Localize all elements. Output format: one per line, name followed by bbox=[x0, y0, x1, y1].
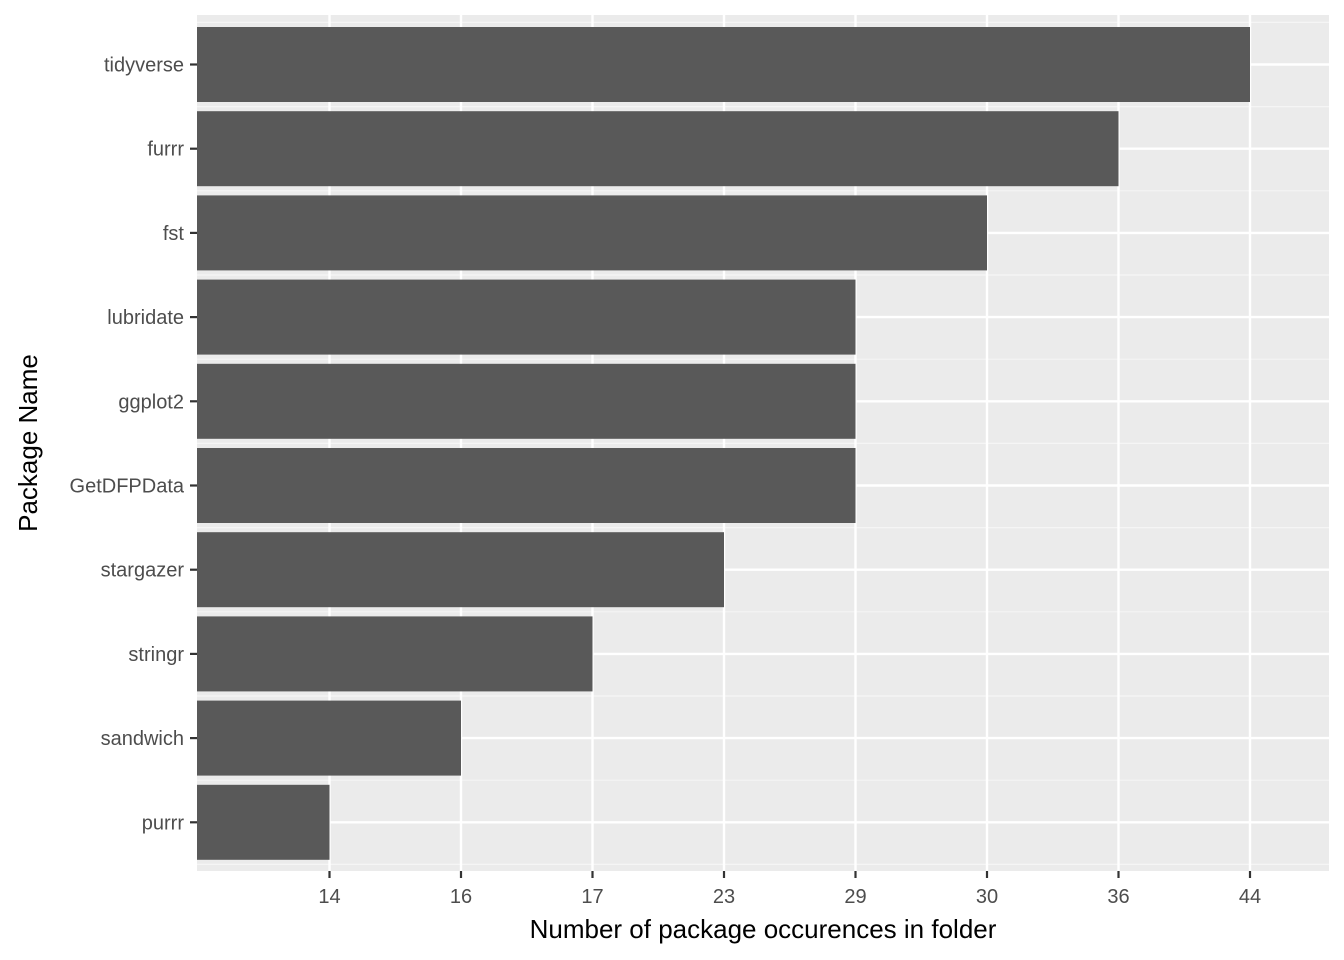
y-axis-title: Package Name bbox=[13, 354, 43, 532]
x-tick-label: 17 bbox=[581, 886, 603, 908]
bar-GetDFPData bbox=[197, 448, 856, 523]
x-tick-label: 29 bbox=[844, 886, 866, 908]
y-tick-label: stringr bbox=[128, 644, 184, 666]
y-axis: tidyverse furrr fst lubridate ggplot2 GetDFPD… bbox=[70, 55, 197, 834]
bar-stargazer bbox=[197, 532, 724, 608]
x-tick-label: 16 bbox=[450, 886, 472, 908]
x-tick-label: 14 bbox=[318, 886, 340, 908]
x-tick-label: 30 bbox=[976, 886, 998, 908]
y-tick-label: furrr bbox=[147, 139, 184, 161]
x-tick-label: 36 bbox=[1107, 886, 1129, 908]
bar-purrr bbox=[197, 784, 330, 860]
y-tick-label: GetDFPData bbox=[70, 476, 185, 498]
bar-furrr bbox=[197, 111, 1119, 187]
y-tick-label: stargazer bbox=[101, 560, 185, 582]
bars bbox=[197, 27, 1250, 860]
bar-ggplot2 bbox=[197, 363, 856, 439]
x-tick-label: 44 bbox=[1239, 886, 1261, 908]
y-tick-label: ggplot2 bbox=[118, 391, 184, 413]
x-axis-title: Number of package occurences in folder bbox=[530, 914, 997, 944]
x-tick-label: 23 bbox=[713, 886, 735, 908]
y-tick-label: sandwich bbox=[101, 728, 184, 750]
y-tick-label: purrr bbox=[142, 812, 185, 834]
bar-stringr bbox=[197, 616, 593, 692]
y-tick-label: tidyverse bbox=[104, 55, 184, 77]
bar-tidyverse bbox=[197, 27, 1250, 102]
bar-sandwich bbox=[197, 700, 461, 776]
x-axis: 14 16 17 23 29 30 36 44 bbox=[318, 871, 1261, 908]
y-tick-label: lubridate bbox=[107, 307, 184, 329]
bar-fst bbox=[197, 195, 987, 271]
y-tick-label: fst bbox=[163, 223, 185, 245]
bar-lubridate bbox=[197, 279, 856, 355]
